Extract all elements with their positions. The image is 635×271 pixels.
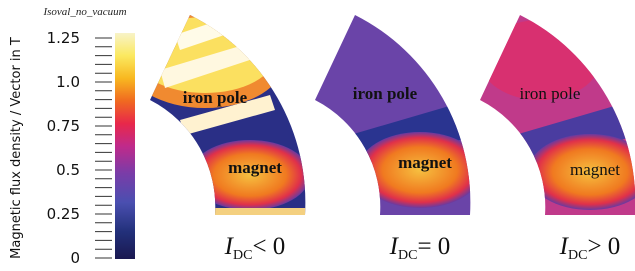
caption-relation: = 0	[417, 233, 450, 260]
field-plot	[470, 0, 635, 230]
caption-subscript: DC	[233, 248, 252, 263]
magnet-label: magnet	[398, 153, 452, 172]
caption-subscript: DC	[568, 248, 587, 263]
pole-label: iron pole	[353, 84, 418, 103]
caption-relation: < 0	[252, 233, 285, 260]
colorbar-ticks	[95, 38, 112, 258]
tick-label: 0	[70, 249, 80, 267]
field-plot	[305, 0, 485, 230]
caption: IDC< 0	[224, 233, 286, 263]
magnet-label: magnet	[228, 158, 282, 177]
colorbar	[115, 33, 135, 259]
tick-label: 0.25	[47, 205, 80, 223]
tick-label: 1.0	[56, 73, 80, 91]
caption-relation: > 0	[587, 233, 620, 260]
colorbar-label: Magnetic flux density / Vector in T	[9, 37, 24, 259]
pole-label: iron pole	[520, 84, 581, 103]
caption-subscript: DC	[398, 248, 417, 263]
pole-label: iron pole	[183, 88, 248, 107]
magnet-label: magnet	[570, 160, 620, 179]
figure: Isoval_no_vacuum 1.25 1.0 0.75 0.5 0.25 0 Mag…	[0, 0, 635, 271]
tick-label: 0.75	[47, 117, 80, 135]
colorbar-title: Isoval_no_vacuum	[42, 6, 126, 18]
tick-label: 1.25	[47, 29, 80, 47]
caption: IDC= 0	[389, 233, 451, 263]
colorbar-labels: 1.25 1.0 0.75 0.5 0.25 0	[47, 29, 80, 267]
field-plot	[125, 0, 320, 230]
caption: IDC> 0	[559, 233, 621, 263]
tick-label: 0.5	[56, 161, 80, 179]
